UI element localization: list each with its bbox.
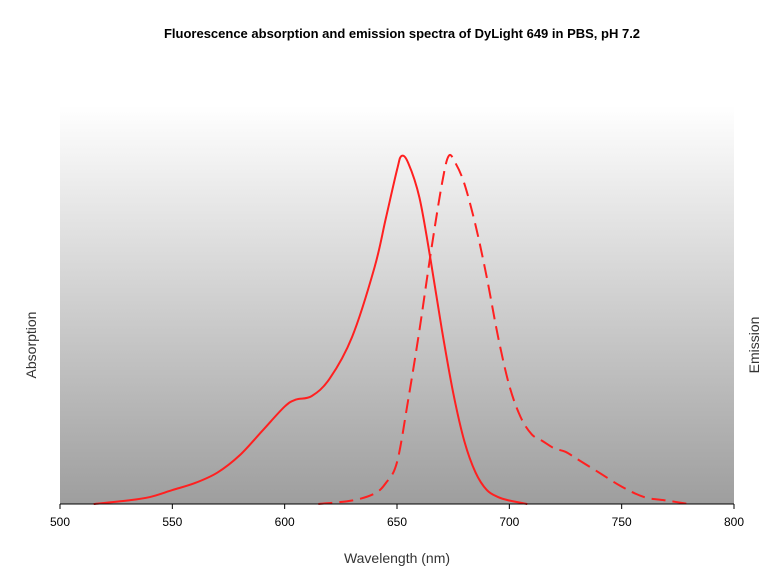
x-tick-label: 750: [612, 515, 632, 529]
x-tick-label: 650: [387, 515, 407, 529]
x-tick-label: 550: [162, 515, 182, 529]
x-tick-label: 500: [50, 515, 70, 529]
x-ticks: 500 550 600 650 700 750 800: [50, 504, 744, 529]
emission-series-line: [318, 153, 690, 505]
x-tick-label: 600: [275, 515, 295, 529]
x-tick-label: 800: [724, 515, 744, 529]
chart-title: Fluorescence absorption and emission spe…: [164, 26, 640, 41]
x-tick-label: 700: [499, 515, 519, 529]
series-layer: [93, 153, 690, 505]
y-axis-label-right: Emission: [746, 317, 762, 374]
y-axis-label-left: Absorption: [23, 312, 39, 379]
absorption-series-line: [93, 154, 528, 505]
x-axis-label: Wavelength (nm): [344, 550, 450, 566]
